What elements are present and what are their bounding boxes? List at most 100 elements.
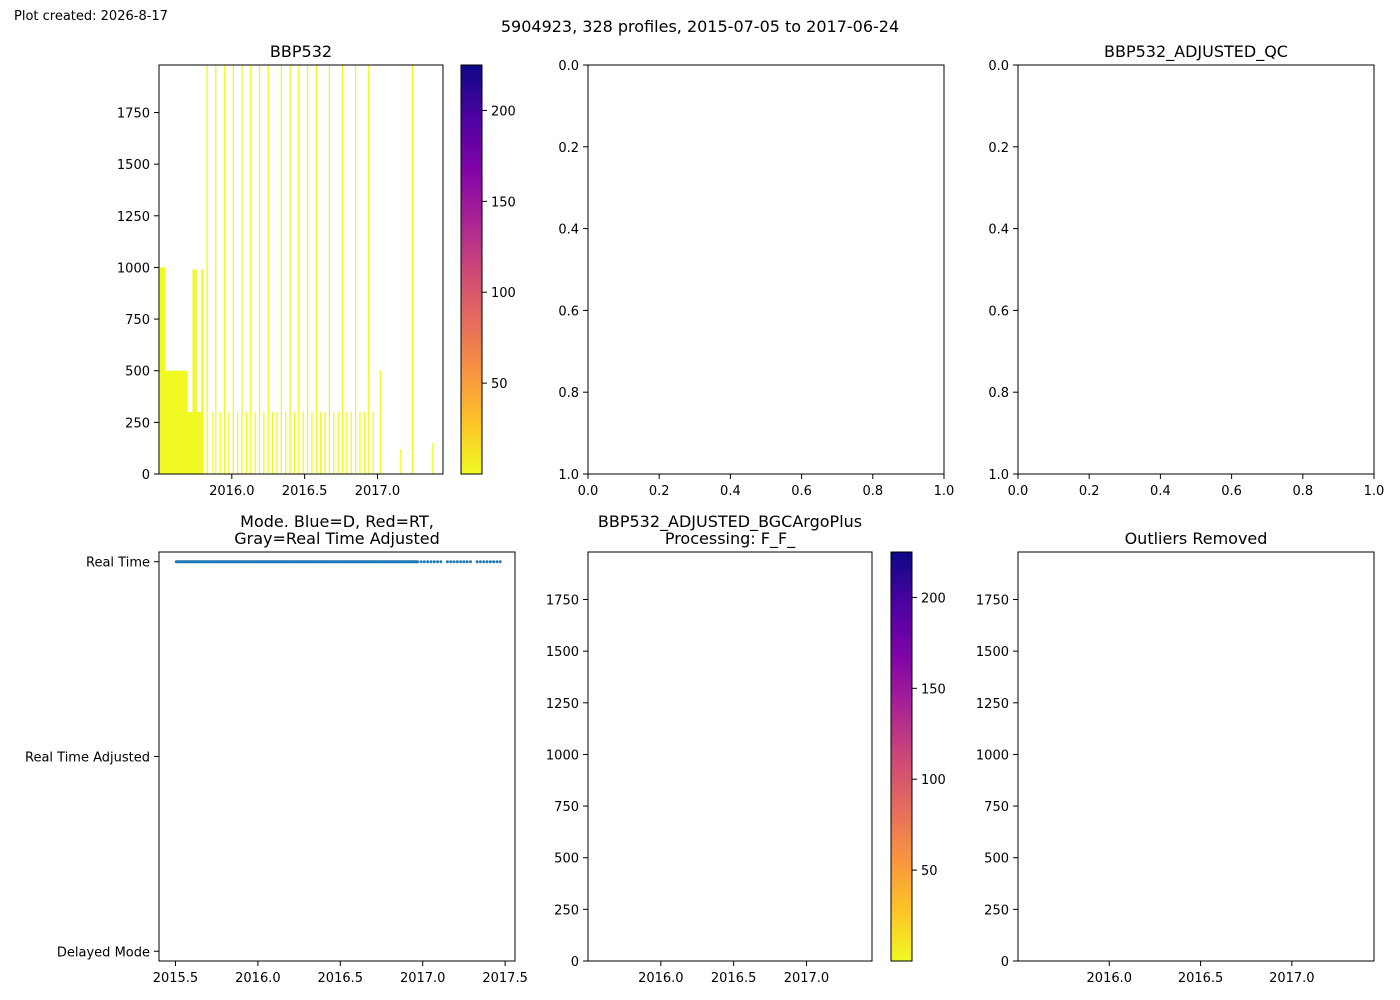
subplot-empty-top-middle: 0.0 0.2 0.4 0.6 0.8 1.00.00.20.40.60.81.0 <box>558 59 954 499</box>
colorbar-tick-label-bbp532-0: 50 <box>491 377 508 392</box>
y-tick-label-empty-top-middle-5: 1.0 <box>558 468 579 483</box>
axes-frame-bbp532-adjusted-qc <box>1017 64 1375 475</box>
colorbar-tick-label-bbp532-adjusted-bgcargoplus-2: 150 <box>921 682 946 697</box>
subplot-mode: 2015.5 2016.0 2016.5 2017.0 2017.5 Real Time R… <box>25 512 528 986</box>
y-tick-label-bbp532-6: 1500 <box>117 158 150 173</box>
y-tick-label-empty-top-middle-1: 0.2 <box>558 141 579 156</box>
y-tick-label-bbp532-5: 1250 <box>117 210 150 225</box>
y-tick-label-bbp532-adjusted-bgcargoplus-7: 1750 <box>546 594 579 609</box>
y-tick-label-bbp532-adjusted-qc-1: 0.2 <box>988 141 1009 156</box>
colorbar-bbp532: 50 100 150 200 <box>460 64 516 475</box>
y-tick-label-outliers-removed-1: 250 <box>984 903 1009 918</box>
x-tick-label-outliers-removed-0: 2016.0 <box>1087 971 1133 986</box>
data-block-1 <box>165 370 188 474</box>
y-tick-label-outliers-removed-3: 750 <box>984 800 1009 815</box>
y-tick-label-empty-top-middle-0: 0.0 <box>558 59 579 74</box>
x-tick-label-bbp532-adjusted-qc-3: 0.6 <box>1221 484 1242 499</box>
mode-point-sparse-0-8 <box>449 560 453 564</box>
mode-point-sparse-0-17 <box>482 560 486 564</box>
x-tick-label-bbp532-adjusted-qc-1: 0.2 <box>1079 484 1100 499</box>
subplot-title-mode-line2: Gray=Real Time Adjusted <box>234 529 440 548</box>
y-tick-label-bbp532-adjusted-bgcargoplus-2: 500 <box>554 852 579 867</box>
subplot-grid: 2016.0 2016.5 2017.00250500750100012501500… <box>25 42 1384 986</box>
x-tick-label-bbp532-adjusted-qc-4: 0.8 <box>1292 484 1313 499</box>
colorbar-tick-label-bbp532-adjusted-bgcargoplus-1: 100 <box>921 773 946 788</box>
x-tick-label-bbp532-1: 2016.5 <box>282 484 328 499</box>
x-tick-label-empty-top-middle-0: 0.0 <box>578 484 599 499</box>
mode-point-sparse-0-5 <box>436 560 440 564</box>
colorbar-tick-label-bbp532-2: 150 <box>491 195 516 210</box>
axes-frame-outliers-removed <box>1017 551 1375 962</box>
y-tick-label-outliers-removed-7: 1750 <box>976 594 1009 609</box>
colorbar-tick-label-bbp532-adjusted-bgcargoplus-0: 50 <box>921 864 938 879</box>
y-tick-label-outliers-removed-5: 1250 <box>976 697 1009 712</box>
x-tick-label-bbp532-adjusted-qc-2: 0.4 <box>1150 484 1171 499</box>
colorbar-gradient-bbp532-adjusted-bgcargoplus <box>890 551 913 962</box>
mode-point-0-244 <box>416 560 420 564</box>
mode-point-sparse-0-4 <box>432 560 436 564</box>
mode-point-sparse-0-22 <box>498 560 502 564</box>
x-tick-label-mode-4: 2017.5 <box>482 971 528 986</box>
x-tick-label-mode-3: 2017.0 <box>400 971 446 986</box>
subplot-title-bbp532-adjusted-bgcargoplus-line1: BBP532_ADJUSTED_BGCArgoPlus <box>598 512 862 532</box>
x-tick-label-bbp532-0: 2016.0 <box>209 484 255 499</box>
y-tick-label-empty-top-middle-3: 0.6 <box>558 304 579 319</box>
x-tick-label-mode-2: 2016.5 <box>318 971 364 986</box>
y-tick-label-outliers-removed-4: 1000 <box>976 748 1009 763</box>
subplot-title-mode-line1: Mode. Blue=D, Red=RT, <box>240 512 434 531</box>
x-tick-label-empty-top-middle-5: 1.0 <box>934 484 955 499</box>
x-tick-label-empty-top-middle-4: 0.8 <box>862 484 883 499</box>
axes-frame-bbp532 <box>158 64 444 475</box>
axes-frame-empty-top-middle <box>587 64 945 475</box>
subplot-bbp532: 2016.0 2016.5 2017.0 0 250 500 750 1000 1250 1500… <box>117 42 516 499</box>
y-tick-label-bbp532-adjusted-qc-3: 0.6 <box>988 304 1009 319</box>
y-tick-label-bbp532-0: 0 <box>142 468 150 483</box>
mode-point-sparse-0-14 <box>469 560 472 564</box>
y-tick-label-bbp532-adjusted-bgcargoplus-3: 750 <box>554 800 579 815</box>
y-tick-label-outliers-removed-2: 500 <box>984 852 1009 867</box>
colorbar-tick-label-bbp532-3: 200 <box>491 104 516 119</box>
mode-point-sparse-0-11 <box>459 560 463 564</box>
colorbar-tick-label-bbp532-adjusted-bgcargoplus-3: 200 <box>921 591 946 606</box>
subplot-title-bbp532-adjusted-qc: BBP532_ADJUSTED_QC <box>1104 42 1288 62</box>
x-tick-label-bbp532-adjusted-bgcargoplus-1: 2016.5 <box>711 971 757 986</box>
colorbar-bbp532-adjusted-bgcargoplus: 50 100 150 200 <box>890 551 946 962</box>
y-tick-label-bbp532-adjusted-qc-0: 0.0 <box>988 59 1009 74</box>
subplot-title-outliers-removed: Outliers Removed <box>1125 529 1268 548</box>
x-tick-label-empty-top-middle-3: 0.6 <box>791 484 812 499</box>
mode-point-sparse-0-13 <box>465 560 469 564</box>
colorbar-gradient-bbp532 <box>460 64 483 475</box>
subplot-bbp532-adjusted-bgcargoplus: 2016.0 2016.5 2017.0 0 250 500 750 1000 1250 1500… <box>546 512 946 986</box>
x-tick-label-bbp532-adjusted-bgcargoplus-0: 2016.0 <box>638 971 684 986</box>
mode-point-sparse-0-1 <box>422 560 426 564</box>
plot-created-label: Plot created: 2026-8-17 <box>14 9 168 24</box>
mode-point-sparse-0-3 <box>429 560 433 564</box>
data-block-4 <box>196 412 202 474</box>
x-tick-label-outliers-removed-1: 2016.5 <box>1178 971 1224 986</box>
y-tick-label-empty-top-middle-2: 0.4 <box>558 223 579 238</box>
subplot-bbp532-adjusted-qc: 0.0 0.2 0.4 0.6 0.8 1.00.00.20.40.60.81.0BBP5… <box>988 42 1384 499</box>
y-tick-label-bbp532-adjusted-bgcargoplus-6: 1500 <box>546 645 579 660</box>
mode-point-sparse-0-21 <box>495 560 499 564</box>
mode-point-sparse-0-19 <box>488 560 492 564</box>
y-tick-label-bbp532-adjusted-bgcargoplus-0: 0 <box>571 955 579 970</box>
y-tick-label-bbp532-adjusted-bgcargoplus-1: 250 <box>554 903 579 918</box>
x-tick-label-outliers-removed-2: 2017.0 <box>1269 971 1315 986</box>
y-tick-label-bbp532-7: 1750 <box>117 107 150 122</box>
x-tick-label-bbp532-adjusted-qc-0: 0.0 <box>1008 484 1029 499</box>
y-tick-label-bbp532-2: 500 <box>125 365 150 380</box>
mode-point-sparse-0-6 <box>439 560 443 564</box>
x-tick-label-mode-0: 2015.5 <box>153 971 199 986</box>
mode-point-sparse-0-12 <box>462 560 466 564</box>
y-tick-label-bbp532-adjusted-qc-2: 0.4 <box>988 223 1009 238</box>
y-tick-label-bbp532-adjusted-bgcargoplus-5: 1250 <box>546 697 579 712</box>
x-tick-label-bbp532-2: 2017.0 <box>355 484 401 499</box>
y-tick-label-mode-0: Real Time <box>86 556 150 571</box>
y-tick-label-bbp532-1: 250 <box>125 416 150 431</box>
mode-point-sparse-0-16 <box>478 560 482 564</box>
y-tick-label-mode-1: Real Time Adjusted <box>25 751 150 766</box>
data-block-2 <box>187 412 193 474</box>
mode-point-sparse-0-15 <box>475 560 479 564</box>
mode-point-sparse-0-20 <box>492 560 496 564</box>
